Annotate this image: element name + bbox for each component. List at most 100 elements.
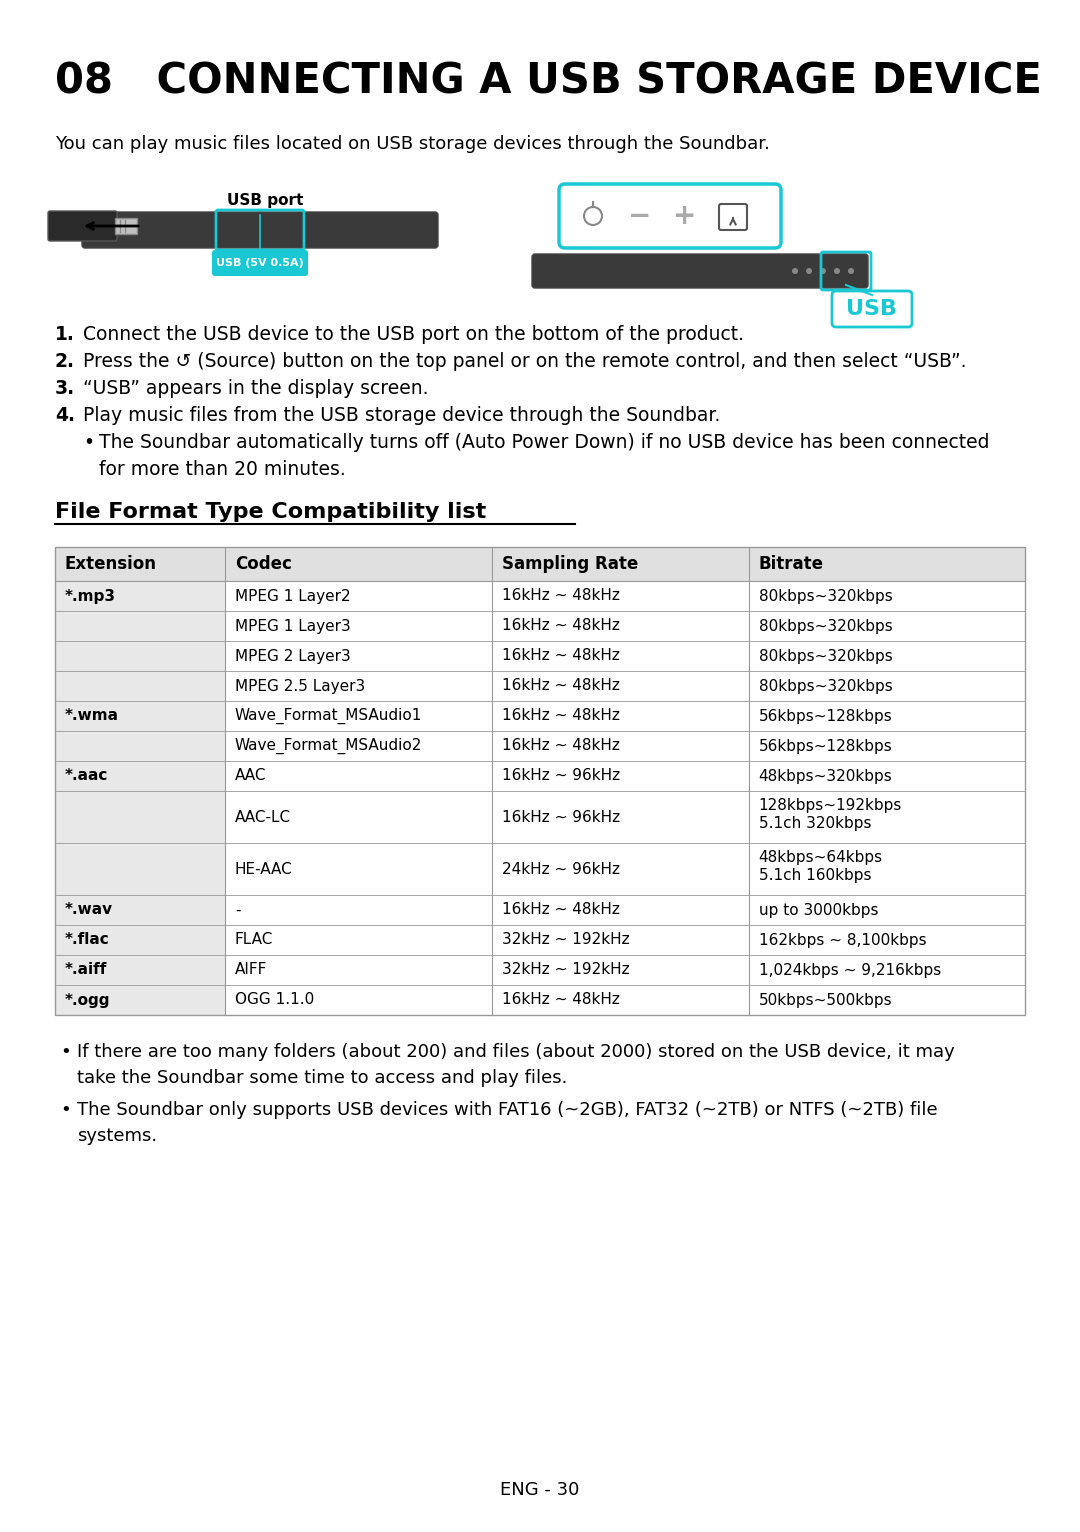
Circle shape [820,268,826,274]
Text: If there are too many folders (about 200) and files (about 2000) stored on the U: If there are too many folders (about 200… [77,1043,955,1062]
Text: 16kHz ~ 96kHz: 16kHz ~ 96kHz [501,809,620,824]
Text: USB: USB [847,299,897,319]
Text: MPEG 2.5 Layer3: MPEG 2.5 Layer3 [234,679,365,694]
FancyBboxPatch shape [82,211,438,248]
Bar [55,925,1025,954]
Text: +: + [673,202,697,230]
Text: MPEG 2 Layer3: MPEG 2 Layer3 [234,648,351,663]
Text: “USB” appears in the display screen.: “USB” appears in the display screen. [83,378,429,398]
Text: 1,024kbps ~ 9,216kbps: 1,024kbps ~ 9,216kbps [758,962,941,977]
Bar [55,640,225,671]
Text: USB port: USB port [227,193,303,208]
Bar [55,925,225,954]
Text: 08   CONNECTING A USB STORAGE DEVICE: 08 CONNECTING A USB STORAGE DEVICE [55,60,1042,103]
Text: Sampling Rate: Sampling Rate [501,555,638,573]
Text: 128kbps~192kbps: 128kbps~192kbps [758,798,902,813]
Bar [55,791,1025,843]
Bar [114,218,137,234]
Bar [55,611,1025,640]
Text: OGG 1.1.0: OGG 1.1.0 [234,993,314,1008]
Text: 48kbps~64kbps: 48kbps~64kbps [758,850,882,866]
Text: Codec: Codec [234,555,292,573]
Text: 80kbps~320kbps: 80kbps~320kbps [758,588,892,604]
Text: FLAC: FLAC [234,933,273,947]
Text: *.wav: *.wav [65,902,113,918]
Text: AAC: AAC [234,769,267,783]
Text: Extension: Extension [65,555,157,573]
Bar [55,671,225,702]
Text: −: − [629,202,651,230]
Text: 16kHz ~ 48kHz: 16kHz ~ 48kHz [501,993,619,1008]
FancyBboxPatch shape [213,251,307,276]
Bar [55,702,1025,731]
Text: MPEG 1 Layer3: MPEG 1 Layer3 [234,619,351,634]
Bar [55,895,1025,925]
Text: MPEG 1 Layer2: MPEG 1 Layer2 [234,588,350,604]
Text: The Soundbar only supports USB devices with FAT16 (~2GB), FAT32 (~2TB) or NTFS (: The Soundbar only supports USB devices w… [77,1102,937,1118]
Bar [55,761,1025,791]
Text: 5.1ch 320kbps: 5.1ch 320kbps [758,817,872,830]
Text: Play music files from the USB storage device through the Soundbar.: Play music files from the USB storage de… [83,406,720,424]
Text: You can play music files located on USB storage devices through the Soundbar.: You can play music files located on USB … [55,135,770,153]
Text: *.aac: *.aac [65,769,108,783]
Bar [55,671,1025,702]
Text: take the Soundbar some time to access and play files.: take the Soundbar some time to access an… [77,1069,567,1088]
Text: •: • [60,1102,71,1118]
Text: 2.: 2. [55,352,75,371]
Bar [55,761,225,791]
Bar [55,843,1025,895]
Text: Press the ↺ (Source) button on the top panel or on the remote control, and then : Press the ↺ (Source) button on the top p… [83,352,967,371]
Text: systems.: systems. [77,1128,157,1144]
Text: 48kbps~320kbps: 48kbps~320kbps [758,769,892,783]
Text: 5.1ch 160kbps: 5.1ch 160kbps [758,869,872,882]
Bar [55,985,225,1016]
Bar [55,791,225,843]
Text: 80kbps~320kbps: 80kbps~320kbps [758,648,892,663]
Text: Connect the USB device to the USB port on the bottom of the product.: Connect the USB device to the USB port o… [83,325,744,345]
Text: -: - [234,902,240,918]
Text: ENG - 30: ENG - 30 [500,1481,580,1498]
Text: 50kbps~500kbps: 50kbps~500kbps [758,993,892,1008]
Text: File Format Type Compatibility list: File Format Type Compatibility list [55,502,486,522]
Text: *.mp3: *.mp3 [65,588,116,604]
Circle shape [848,268,854,274]
Text: Bitrate: Bitrate [758,555,824,573]
FancyBboxPatch shape [559,184,781,248]
Text: •: • [83,434,94,452]
Text: The Soundbar automatically turns off (Auto Power Down) if no USB device has been: The Soundbar automatically turns off (Au… [99,434,989,452]
Bar [55,731,225,761]
FancyBboxPatch shape [832,291,912,326]
Bar [55,547,1025,1016]
Bar [55,731,1025,761]
Bar [55,547,1025,581]
Text: 24kHz ~ 96kHz: 24kHz ~ 96kHz [501,861,620,876]
Text: 4.: 4. [55,406,75,424]
Text: 32kHz ~ 192kHz: 32kHz ~ 192kHz [501,933,630,947]
Text: 16kHz ~ 48kHz: 16kHz ~ 48kHz [501,679,619,694]
Circle shape [834,268,840,274]
Text: *.wma: *.wma [65,708,119,723]
Text: 3.: 3. [55,378,76,398]
Text: AAC-LC: AAC-LC [234,809,291,824]
Bar [55,985,1025,1016]
Text: *.aiff: *.aiff [65,962,107,977]
FancyBboxPatch shape [48,211,117,241]
Bar [55,954,225,985]
Text: •: • [60,1043,71,1062]
Bar [55,954,1025,985]
Text: USB (5V 0.5A): USB (5V 0.5A) [216,257,303,268]
Text: 16kHz ~ 96kHz: 16kHz ~ 96kHz [501,769,620,783]
Text: 16kHz ~ 48kHz: 16kHz ~ 48kHz [501,738,619,754]
Text: 32kHz ~ 192kHz: 32kHz ~ 192kHz [501,962,630,977]
Text: *.ogg: *.ogg [65,993,110,1008]
Text: for more than 20 minutes.: for more than 20 minutes. [99,460,346,480]
Bar [55,843,225,895]
Bar [55,581,225,611]
FancyBboxPatch shape [532,254,868,288]
Bar [55,895,225,925]
Text: AIFF: AIFF [234,962,267,977]
Text: 162kbps ~ 8,100kbps: 162kbps ~ 8,100kbps [758,933,927,947]
Text: 16kHz ~ 48kHz: 16kHz ~ 48kHz [501,619,619,634]
Text: Wave_Format_MSAudio1: Wave_Format_MSAudio1 [234,708,422,725]
Text: *.flac: *.flac [65,933,110,947]
